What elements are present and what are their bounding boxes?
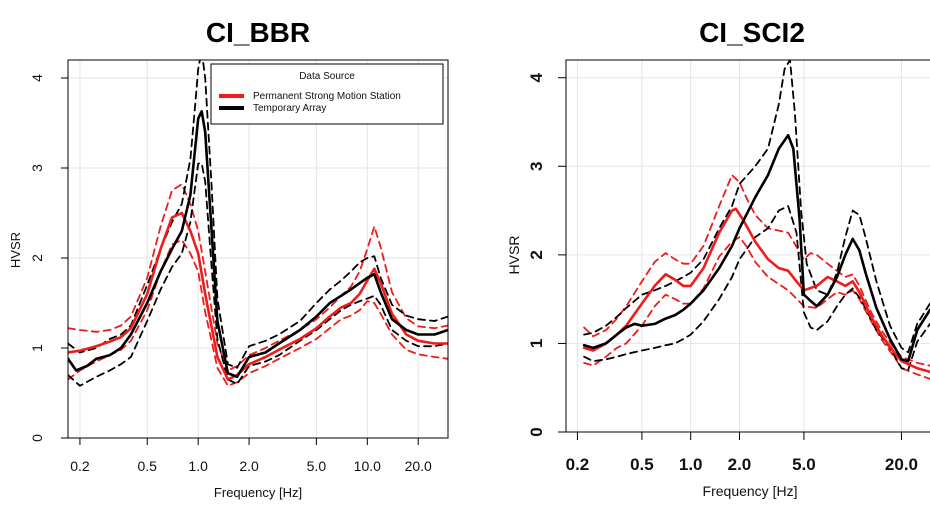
y-axis-label: HVSR <box>8 232 23 268</box>
series-line <box>583 60 930 354</box>
y-tick-label: 4 <box>527 72 546 82</box>
legend: Data Source Permanent Strong Motion Stat… <box>210 63 444 125</box>
chart-panel-ci-bbr: CI_BBR 0.2 0.5 1.0 2.0 5.0 10.0 20.0 0 1 2 3 4 Fre… <box>8 17 449 500</box>
plot-frame <box>67 59 449 439</box>
legend-entry-label: Temporary Array <box>253 103 326 114</box>
series-group <box>582 60 930 380</box>
legend-box <box>210 63 444 125</box>
y-axis-ticks: 0 1 2 3 4 <box>29 74 68 442</box>
y-tick-label: 1 <box>29 344 45 352</box>
y-axis-ticks: 0 1 2 3 4 <box>527 72 566 437</box>
x-tick-label: 2.0 <box>239 458 259 474</box>
series-line <box>68 211 448 381</box>
y-tick-label: 3 <box>29 164 45 172</box>
x-tick-label: 2.0 <box>728 455 752 474</box>
legend-title: Data Source <box>299 71 355 82</box>
x-tick-label: 20.0 <box>885 455 918 474</box>
y-tick-label: 1 <box>527 339 546 348</box>
x-tick-label: 5.0 <box>792 455 816 474</box>
x-axis-ticks: 0.2 0.5 1.0 2.0 5.0 20.0 <box>566 432 918 474</box>
chart-panel-ci-sci2: CI_SCI2 0.2 0.5 1.0 2.0 5.0 20.0 0 1 2 3 4 Freque… <box>506 17 930 499</box>
x-axis-label: Frequency [Hz] <box>703 483 798 499</box>
x-tick-label: 1.0 <box>188 458 208 474</box>
x-axis-ticks: 0.2 0.5 1.0 2.0 5.0 10.0 20.0 <box>70 438 432 474</box>
chart-title: CI_SCI2 <box>699 17 805 48</box>
x-tick-label: 1.0 <box>679 455 703 474</box>
y-tick-label: 2 <box>527 250 546 259</box>
series-group <box>68 60 448 387</box>
series-line <box>582 207 930 374</box>
series-line <box>68 239 448 387</box>
x-tick-label: 5.0 <box>307 458 327 474</box>
series-line <box>583 174 930 367</box>
plot-frame <box>565 59 930 433</box>
series-line <box>68 183 448 372</box>
y-tick-label: 4 <box>29 74 45 82</box>
x-tick-label: 10.0 <box>354 458 381 474</box>
series-line <box>68 110 448 379</box>
x-tick-label: 0.5 <box>138 458 158 474</box>
x-axis-label: Frequency [Hz] <box>214 485 302 500</box>
y-tick-label: 2 <box>29 254 45 262</box>
y-tick-label: 3 <box>527 162 546 171</box>
y-axis-label: HVSR <box>506 236 522 275</box>
series-line <box>582 134 930 363</box>
y-tick-label: 0 <box>527 427 546 436</box>
series-line <box>68 60 448 369</box>
x-tick-label: 0.2 <box>566 455 590 474</box>
legend-entry-label: Permanent Strong Motion Station <box>253 91 401 102</box>
y-tick-label: 0 <box>29 434 45 442</box>
chart-title: CI_BBR <box>206 17 310 48</box>
series-line <box>583 236 930 380</box>
x-tick-label: 0.2 <box>70 458 90 474</box>
x-tick-label: 20.0 <box>405 458 432 474</box>
x-tick-label: 0.5 <box>630 455 654 474</box>
series-line <box>68 162 448 387</box>
